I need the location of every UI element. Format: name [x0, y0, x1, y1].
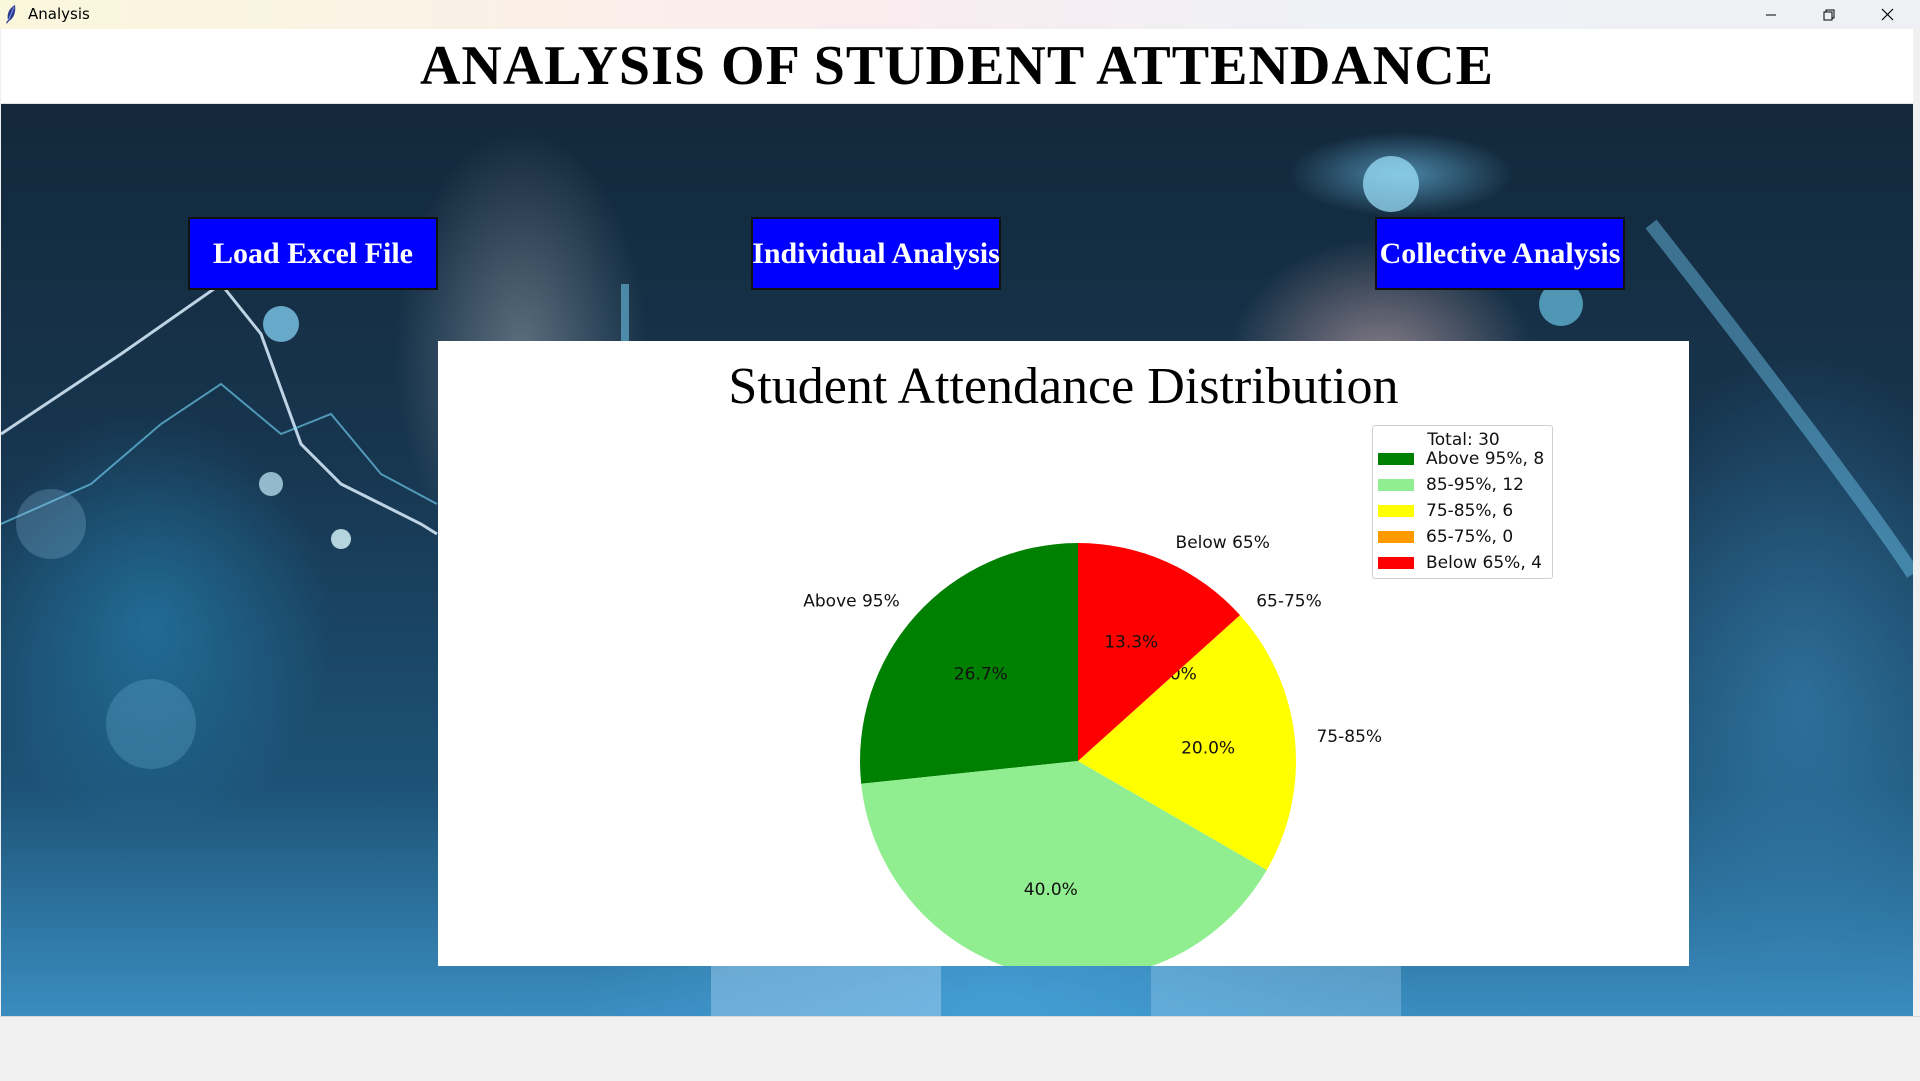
legend-label: Above 95%, 8 — [1426, 449, 1545, 469]
pie-category-label: Below 65% — [1176, 533, 1270, 553]
legend-title: Total: 30 — [1427, 430, 1500, 450]
pie-slice — [860, 543, 1078, 784]
pie-percent-label: 13.3% — [1104, 633, 1158, 653]
load-excel-button[interactable]: Load Excel File — [188, 217, 438, 290]
status-bar — [0, 1016, 1920, 1081]
legend-label: 75-85%, 6 — [1426, 501, 1514, 521]
pie-chart: 26.7%Above 95%40.0%85-95%20.0%75-85%0.0%… — [803, 533, 1382, 966]
legend-label: Below 65%, 4 — [1426, 553, 1542, 573]
minimize-icon — [1766, 14, 1776, 15]
pie-slice — [861, 761, 1267, 966]
pie-percent-label: 26.7% — [954, 664, 1008, 684]
restore-icon — [1823, 9, 1835, 20]
restore-button[interactable] — [1800, 0, 1858, 29]
close-icon — [1881, 8, 1893, 21]
legend-swatch — [1378, 453, 1414, 465]
legend-item: Below 65%, 4 — [1378, 552, 1542, 574]
legend-swatch — [1378, 505, 1414, 517]
chart-legend: Total: 30 Above 95%, 8 85-95%, 12 75-85%… — [1372, 425, 1553, 579]
pie-slice — [1078, 615, 1296, 870]
chart-panel: 26.7%Above 95%40.0%85-95%20.0%75-85%0.0%… — [438, 341, 1689, 966]
pie-percent-label: 20.0% — [1181, 738, 1235, 758]
minimize-button[interactable] — [1742, 0, 1800, 29]
legend-item: 75-85%, 6 — [1378, 500, 1513, 522]
collective-analysis-button[interactable]: Collective Analysis — [1375, 217, 1625, 290]
chart-title: Student Attendance Distribution — [728, 358, 1399, 415]
main-area: Load Excel File Individual Analysis Coll… — [1, 104, 1913, 1016]
pie-category-label: 65-75% — [1256, 592, 1322, 612]
pie-category-label: Above 95% — [803, 592, 900, 612]
legend-label: 85-95%, 12 — [1426, 475, 1524, 495]
legend-swatch — [1378, 557, 1414, 569]
background-image — [1, 156, 1913, 1016]
legend-swatch — [1378, 531, 1414, 543]
legend-item: Above 95%, 8 — [1378, 448, 1544, 470]
window-title-bar: Analysis — [0, 0, 1920, 29]
close-button[interactable] — [1858, 0, 1916, 29]
page-title: ANALYSIS OF STUDENT ATTENDANCE — [419, 35, 1495, 97]
feather-icon — [6, 5, 16, 24]
legend-swatch — [1378, 479, 1414, 491]
pie-percent-label: 40.0% — [1024, 880, 1078, 900]
pie-slice — [1078, 543, 1241, 761]
individual-analysis-button[interactable]: Individual Analysis — [751, 217, 1001, 290]
legend-item: 85-95%, 12 — [1378, 474, 1524, 496]
pie-category-label: 75-85% — [1316, 727, 1382, 747]
legend-label: 65-75%, 0 — [1426, 527, 1514, 547]
header: ANALYSIS OF STUDENT ATTENDANCE — [1, 29, 1913, 104]
legend-item: 65-75%, 0 — [1378, 526, 1513, 548]
window-title: Analysis — [28, 5, 90, 23]
